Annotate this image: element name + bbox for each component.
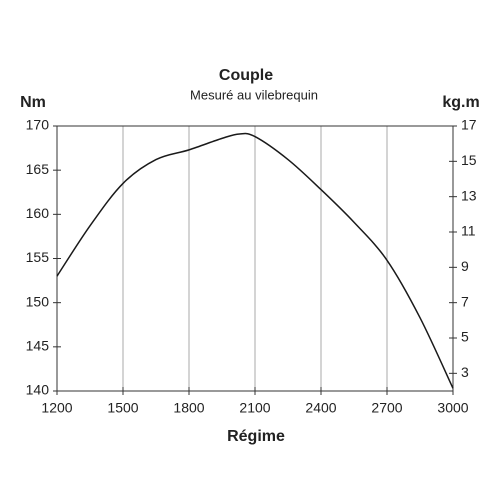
- y-tick-label: 145: [26, 338, 50, 354]
- y2-tick-label: 7: [461, 293, 469, 309]
- y2-tick-label: 11: [461, 223, 476, 239]
- x-tick-label: 1200: [41, 400, 72, 416]
- data-line: [56, 132, 454, 389]
- y2-tick-label: 13: [461, 187, 477, 203]
- x-tick-label: 1800: [173, 400, 204, 416]
- y-tick-label: 170: [26, 117, 50, 133]
- y2-tick-label: 5: [461, 329, 469, 345]
- y-tick-label: 150: [26, 293, 50, 309]
- plot-frame: [56, 125, 454, 392]
- y-tick-label: 165: [26, 161, 50, 177]
- y2-axis-label: kg.m: [442, 94, 479, 111]
- y-tick-label: 155: [26, 249, 50, 265]
- x-tick-label: 2700: [371, 400, 402, 416]
- y2-tick-label: 15: [461, 152, 477, 168]
- x-tick-label: 1500: [107, 400, 138, 416]
- x-tick-label: 2400: [305, 400, 336, 416]
- x-tick-label: 2100: [239, 400, 270, 416]
- x-axis-label: Régime: [227, 428, 285, 445]
- y-tick-label: 140: [26, 382, 50, 398]
- y-tick-label: 160: [26, 205, 50, 221]
- x-tick-label: 3000: [437, 400, 468, 416]
- chart-title: Couple: [219, 67, 273, 84]
- y2-tick-label: 17: [461, 117, 477, 133]
- y2-tick-label: 3: [461, 364, 469, 380]
- y2-tick-label: 9: [461, 258, 469, 274]
- chart-subtitle: Mesuré au vilebrequin: [190, 87, 318, 102]
- y-axis-label: Nm: [20, 94, 46, 111]
